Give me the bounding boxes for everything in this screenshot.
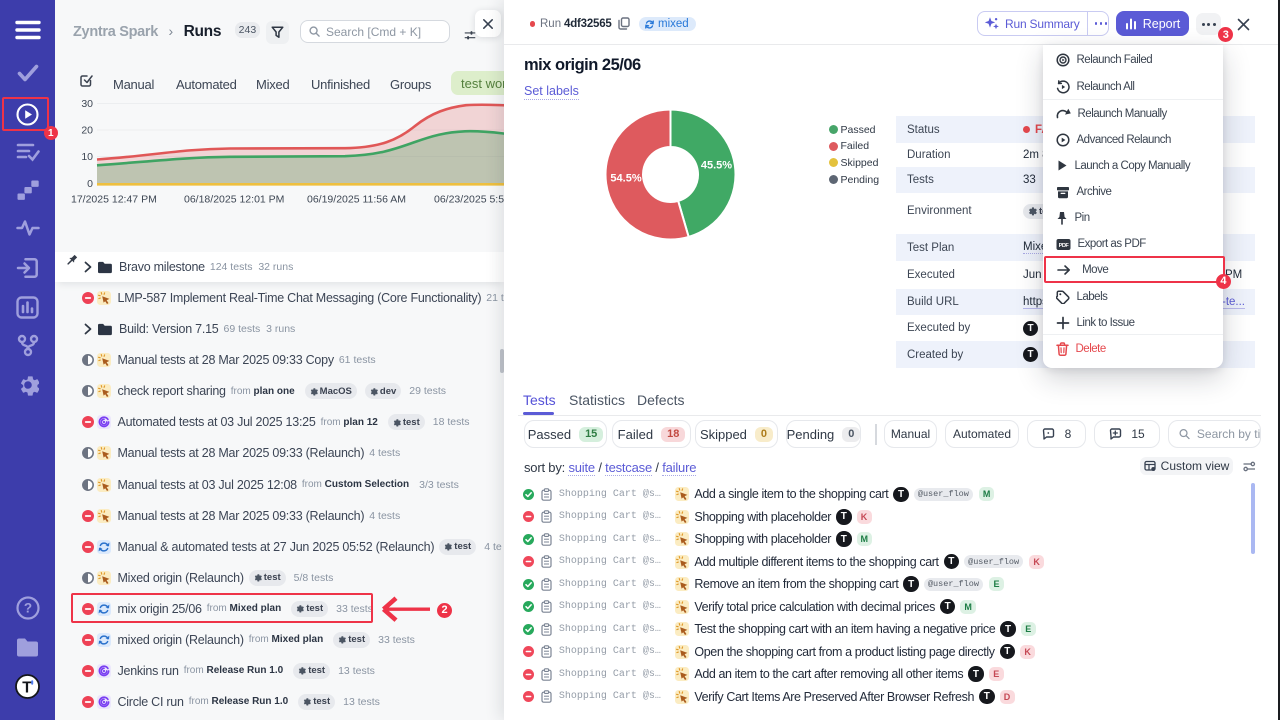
svg-text:17/2025 12:47 PM: 17/2025 12:47 PM <box>71 194 157 206</box>
svg-text:?: ? <box>23 601 31 616</box>
svg-text:06/19/2025 11:56 AM: 06/19/2025 11:56 AM <box>307 194 406 206</box>
svg-text:30: 30 <box>81 98 93 110</box>
svg-text:10: 10 <box>81 151 93 163</box>
svg-text:PDF: PDF <box>1059 243 1070 249</box>
svg-text:0: 0 <box>87 178 93 190</box>
svg-text:54.5%: 54.5% <box>610 173 641 185</box>
svg-text:T: T <box>22 680 32 697</box>
svg-text:45.5%: 45.5% <box>701 160 732 172</box>
svg-text:06/23/2025 5:52 P: 06/23/2025 5:52 P <box>434 194 505 206</box>
svg-text:20: 20 <box>81 125 93 137</box>
svg-text:06/18/2025 12:01 PM: 06/18/2025 12:01 PM <box>184 194 284 206</box>
